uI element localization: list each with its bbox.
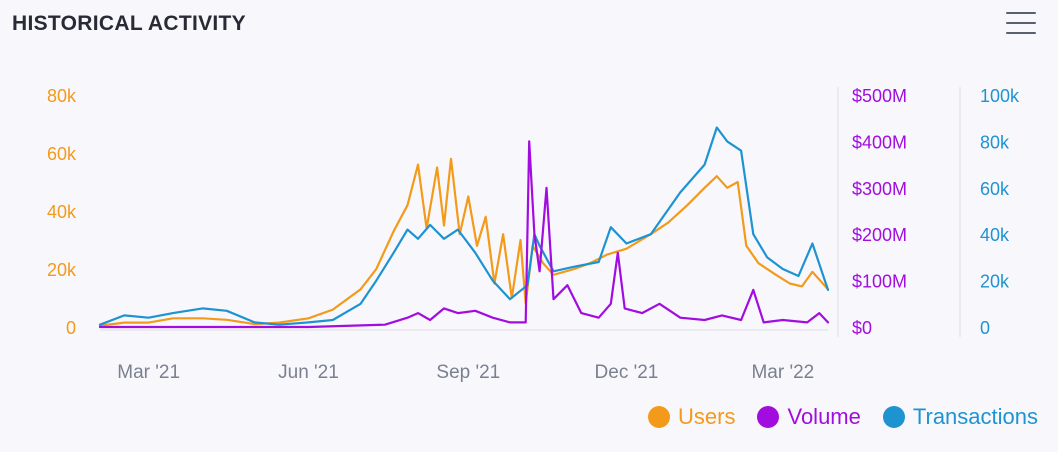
legend-swatch-transactions xyxy=(882,406,905,428)
x-tick-label: Sep '21 xyxy=(436,362,500,383)
transactions-tick-label: 80k xyxy=(980,132,1010,152)
transactions-tick-label: 0 xyxy=(980,318,990,338)
transactions-tick-label: 20k xyxy=(980,272,1010,292)
users-tick-label: 0 xyxy=(66,318,76,338)
legend-item-transactions[interactable]: Transactions xyxy=(882,404,1038,430)
legend-swatch-users xyxy=(648,406,671,428)
legend-item-volume[interactable]: Volume xyxy=(757,404,861,430)
chart-legend: Users Volume Transactions xyxy=(648,404,1038,430)
transactions-tick-label: 60k xyxy=(980,179,1010,199)
historical-activity-chart: 80k 60k 40k 20k 0 $500M $400M $300M $200M $100M $0… xyxy=(47,86,1020,383)
legend-label-transactions: Transactions xyxy=(912,404,1038,429)
users-tick-label: 60k xyxy=(47,144,77,164)
volume-tick-label: $400M xyxy=(852,132,907,152)
legend-label-users: Users xyxy=(678,404,736,429)
chart-title: HISTORICAL ACTIVITY xyxy=(12,12,246,35)
volume-tick-label: $500M xyxy=(852,86,907,106)
volume-tick-label: $300M xyxy=(852,179,907,199)
legend-label-volume: Volume xyxy=(787,404,861,429)
series-line-transactions xyxy=(98,126,830,326)
x-tick-label: Mar '21 xyxy=(117,362,180,383)
legend-swatch-volume xyxy=(757,406,780,428)
x-tick-label: Mar '22 xyxy=(751,362,814,383)
series-line-volume xyxy=(98,140,830,329)
series-line-users xyxy=(98,157,830,327)
volume-tick-label: $100M xyxy=(852,272,907,292)
transactions-tick-label: 100k xyxy=(980,86,1020,106)
transactions-tick-label: 40k xyxy=(980,225,1010,245)
volume-tick-label: $200M xyxy=(852,225,907,245)
x-tick-label: Jun '21 xyxy=(278,362,339,383)
volume-tick-label: $0 xyxy=(852,318,872,338)
users-tick-label: 80k xyxy=(47,86,77,106)
x-tick-label: Dec '21 xyxy=(595,362,659,383)
legend-item-users[interactable]: Users xyxy=(648,404,735,430)
users-tick-label: 40k xyxy=(47,202,77,222)
users-tick-label: 20k xyxy=(47,260,77,280)
hamburger-menu-icon[interactable] xyxy=(1006,12,1036,34)
